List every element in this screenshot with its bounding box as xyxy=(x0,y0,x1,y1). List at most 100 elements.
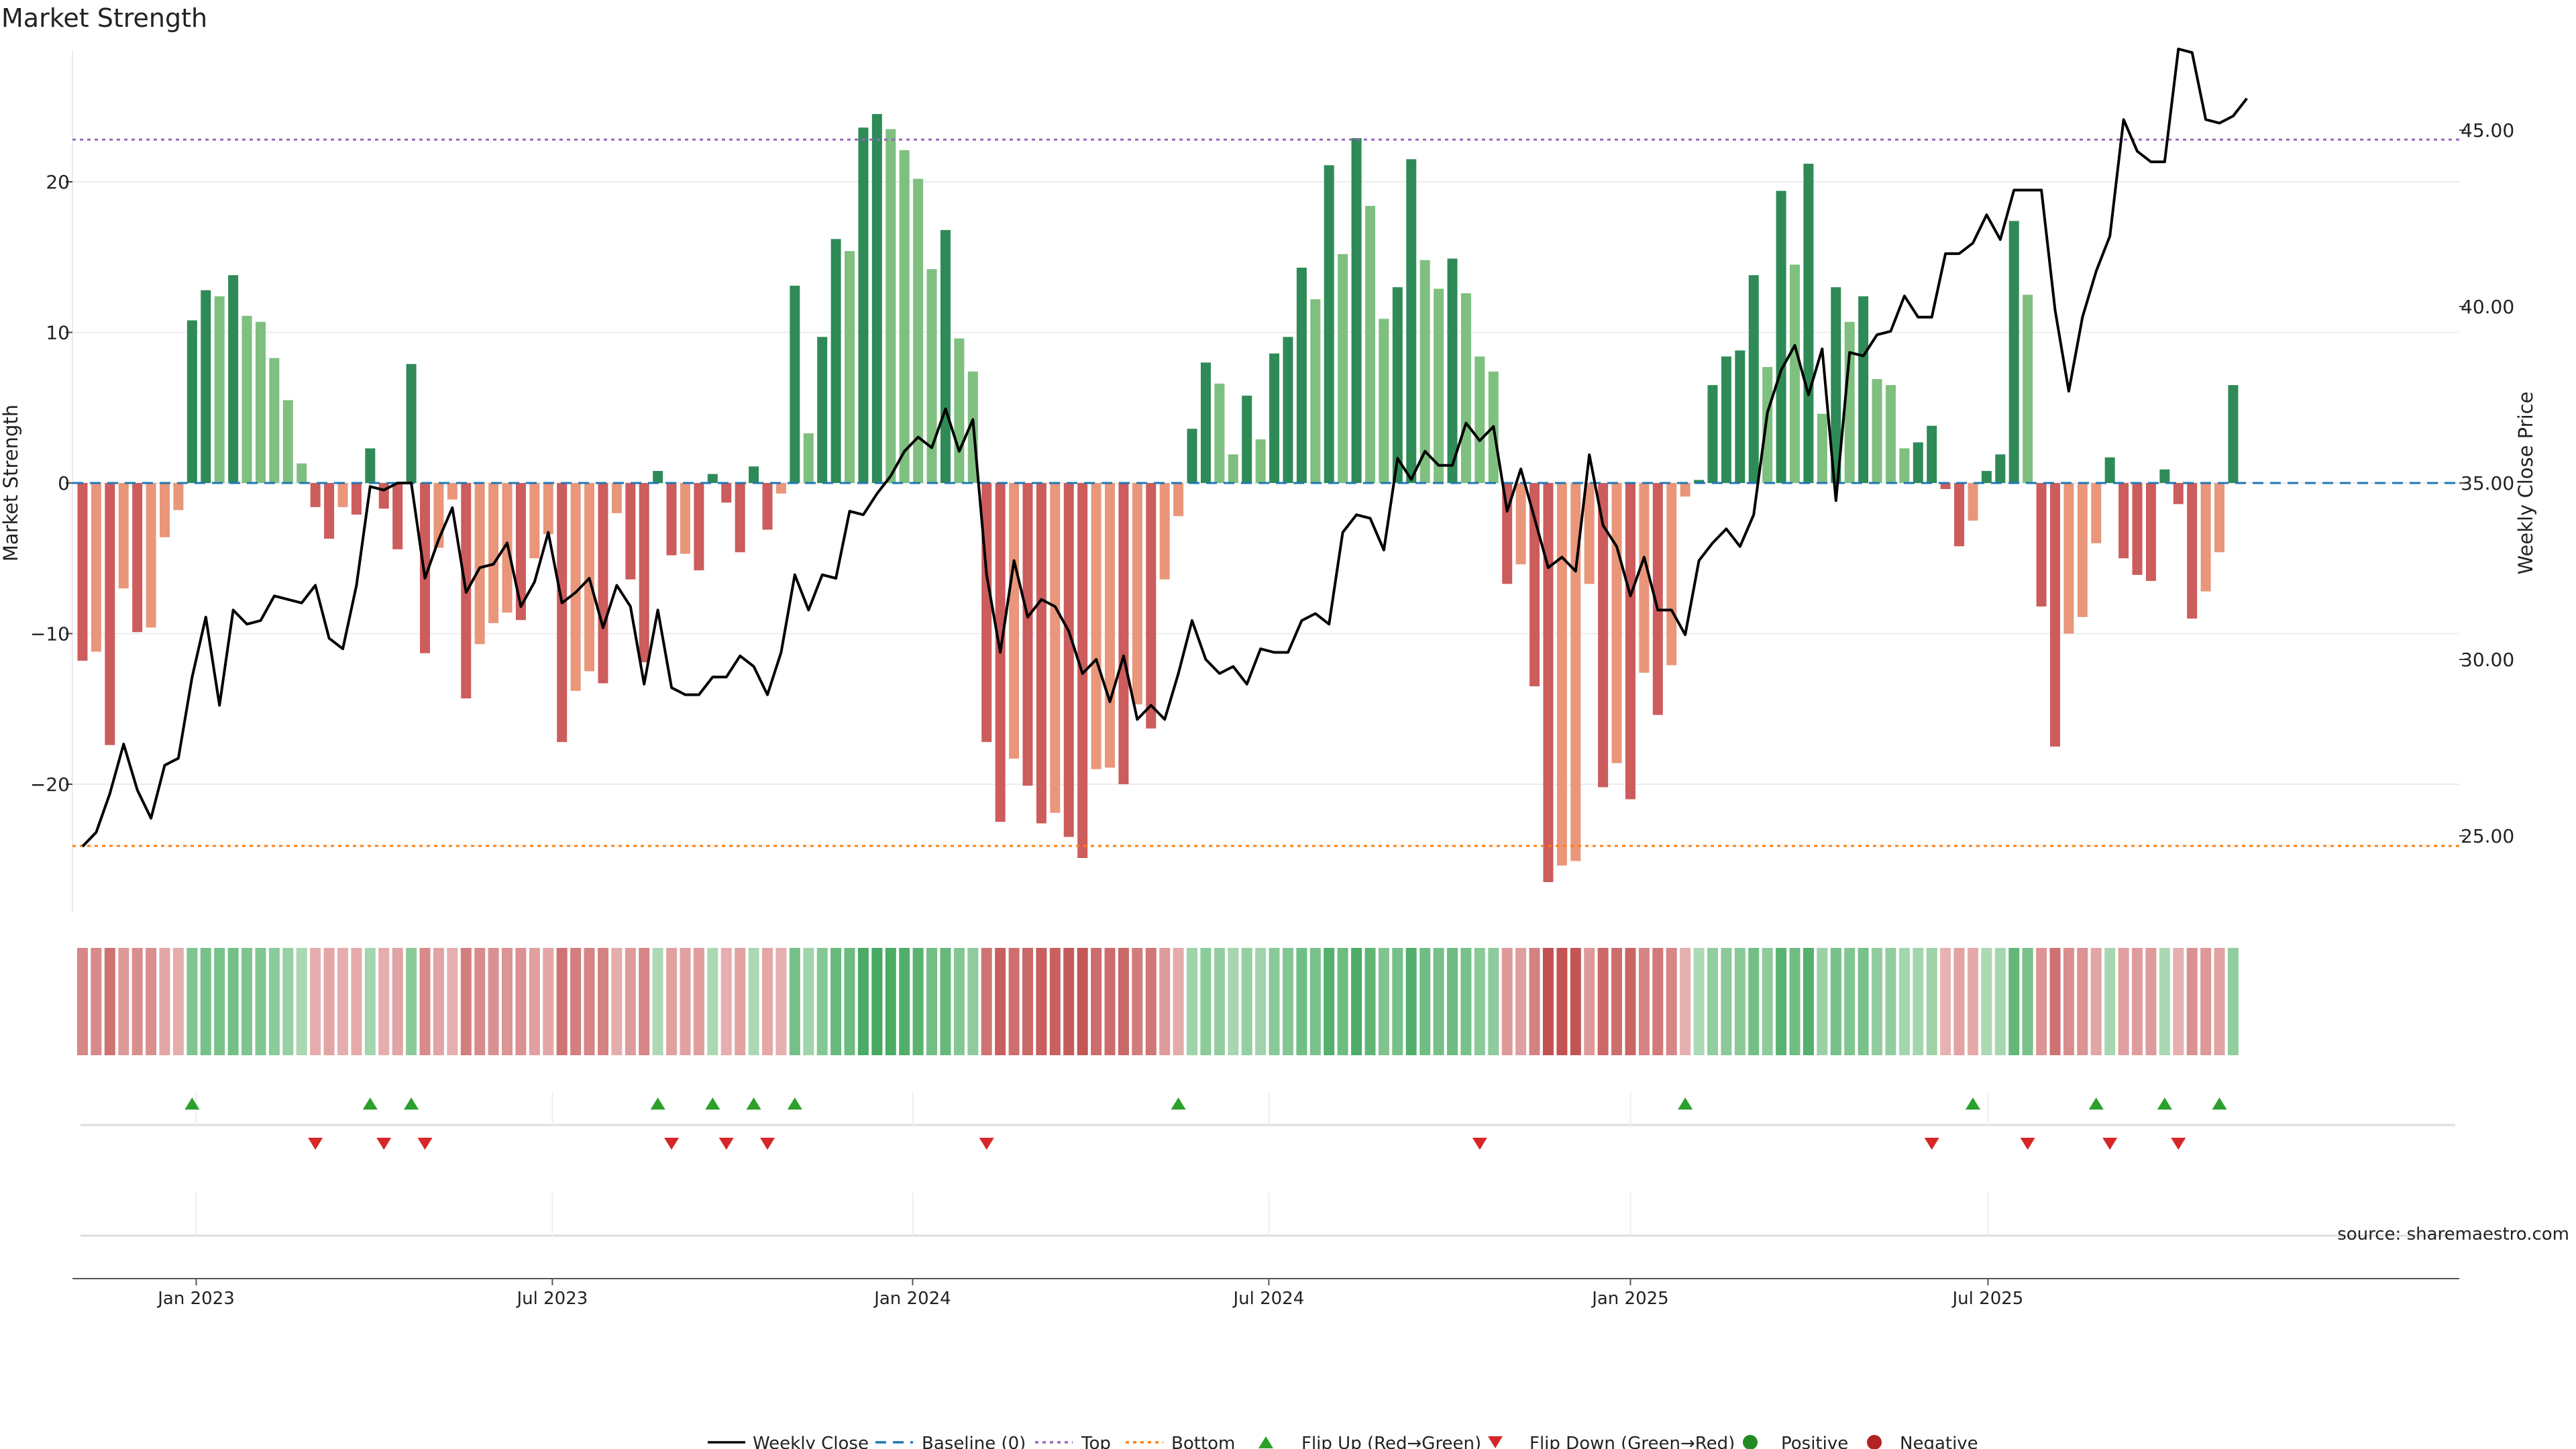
flip-markers xyxy=(80,1092,2455,1238)
heat-cell xyxy=(474,948,486,1055)
flip-down-marker xyxy=(2171,1138,2186,1150)
heat-cell xyxy=(1803,948,1814,1055)
heat-cell xyxy=(2090,948,2102,1055)
flip-down-marker xyxy=(1924,1138,1939,1150)
heat-cell xyxy=(1214,948,1225,1055)
heat-cell xyxy=(953,948,965,1055)
strength-bar xyxy=(1351,138,1362,483)
strength-bar xyxy=(1940,483,1951,489)
heat-cell xyxy=(1994,948,2006,1055)
heat-cell xyxy=(666,948,678,1055)
strength-bar xyxy=(77,483,88,661)
x-tick-label: Jul 2025 xyxy=(1951,1289,2024,1309)
heat-cell xyxy=(1324,948,1335,1055)
strength-bar xyxy=(515,483,526,621)
heat-cell xyxy=(940,948,951,1055)
strength-bar xyxy=(940,229,951,483)
heat-cell xyxy=(433,948,444,1055)
strength-bar xyxy=(1885,385,1896,483)
heat-cell xyxy=(460,948,472,1055)
heat-cell xyxy=(967,948,979,1055)
flip-up-marker xyxy=(787,1097,802,1110)
heat-cell xyxy=(1392,948,1403,1055)
strength-bar xyxy=(324,483,335,539)
strength-bar xyxy=(2049,483,2060,747)
legend-flip-down-icon xyxy=(1488,1436,1503,1448)
heat-cell xyxy=(1858,948,1869,1055)
heat-cell xyxy=(172,948,184,1055)
flip-down-marker xyxy=(1472,1138,1487,1150)
heat-cell xyxy=(1008,948,1020,1055)
strength-bars xyxy=(77,113,2239,882)
strength-bar xyxy=(1927,425,1937,483)
heat-cell xyxy=(830,948,842,1055)
strength-bar xyxy=(707,474,718,483)
strength-bar xyxy=(269,358,280,483)
x-axis: Jan 2023 Jul 2023 Jan 2024 Jul 2024 Jan 2025… xyxy=(72,1278,2459,1309)
x-tick-label: Jan 2023 xyxy=(156,1289,235,1309)
heat-cell xyxy=(1789,948,1801,1055)
heat-cell xyxy=(2077,948,2088,1055)
heat-cell xyxy=(1036,948,1047,1055)
heat-cell xyxy=(1584,948,1595,1055)
weekly-close-line xyxy=(81,48,2248,848)
strength-bar xyxy=(310,483,321,507)
heat-cell xyxy=(762,948,773,1055)
heat-cell xyxy=(1556,948,1568,1055)
heat-cell xyxy=(1693,948,1705,1055)
strength-bar xyxy=(1050,483,1061,813)
x-tick-label: Jan 2024 xyxy=(873,1289,951,1309)
strength-bar xyxy=(1790,264,1800,483)
strength-bar xyxy=(91,483,101,652)
heat-cell xyxy=(91,948,102,1055)
heat-cell xyxy=(1926,948,1937,1055)
heat-cell xyxy=(118,948,129,1055)
heat-cell xyxy=(803,948,814,1055)
heat-cell xyxy=(912,948,924,1055)
strength-bar xyxy=(680,483,690,554)
heat-cell xyxy=(1378,948,1389,1055)
strength-bar xyxy=(2008,221,2019,483)
strength-bar xyxy=(1283,337,1293,483)
heat-cell xyxy=(1529,948,1540,1055)
strength-bar xyxy=(1584,483,1595,584)
heat-cell xyxy=(639,948,650,1055)
strength-bar xyxy=(899,150,910,484)
strength-bar xyxy=(1214,383,1225,483)
heat-cell xyxy=(2214,948,2225,1055)
heat-cell xyxy=(296,948,307,1055)
heat-cell xyxy=(1898,948,1910,1055)
strength-bar xyxy=(817,337,828,483)
chart-title: Market Strength xyxy=(1,3,207,33)
strength-bar xyxy=(1556,483,1567,866)
legend-label: Negative xyxy=(1900,1434,1978,1449)
heat-cell xyxy=(1666,948,1677,1055)
strength-bar xyxy=(146,483,156,628)
strength-bar xyxy=(1392,287,1403,483)
heat-cell xyxy=(2022,948,2033,1055)
heat-cell xyxy=(1077,948,1088,1055)
strength-bar xyxy=(639,483,649,663)
heat-cell xyxy=(1748,948,1760,1055)
heat-cell xyxy=(351,948,362,1055)
strength-bar xyxy=(557,483,568,743)
heat-cell xyxy=(775,948,787,1055)
x-tick-label: Jan 2025 xyxy=(1591,1289,1669,1309)
heat-cell xyxy=(652,948,663,1055)
y-tick-left-label: 0 xyxy=(58,472,70,494)
heat-cell xyxy=(186,948,198,1055)
strength-bar xyxy=(186,320,197,483)
heat-cell xyxy=(2227,948,2239,1055)
legend-dot-icon xyxy=(1867,1435,1882,1449)
legend-label: Positive xyxy=(1781,1434,1848,1449)
heat-cell xyxy=(611,948,623,1055)
strength-bar xyxy=(255,321,266,483)
y-axis-left-label: Market Strength xyxy=(0,405,22,561)
strength-bar xyxy=(1406,159,1417,483)
heat-cell xyxy=(789,948,800,1055)
heat-cell xyxy=(1515,948,1527,1055)
heat-cell xyxy=(1981,948,1992,1055)
strength-bar xyxy=(653,471,663,483)
strength-bar xyxy=(1118,483,1129,784)
strength-bar xyxy=(1310,299,1321,483)
